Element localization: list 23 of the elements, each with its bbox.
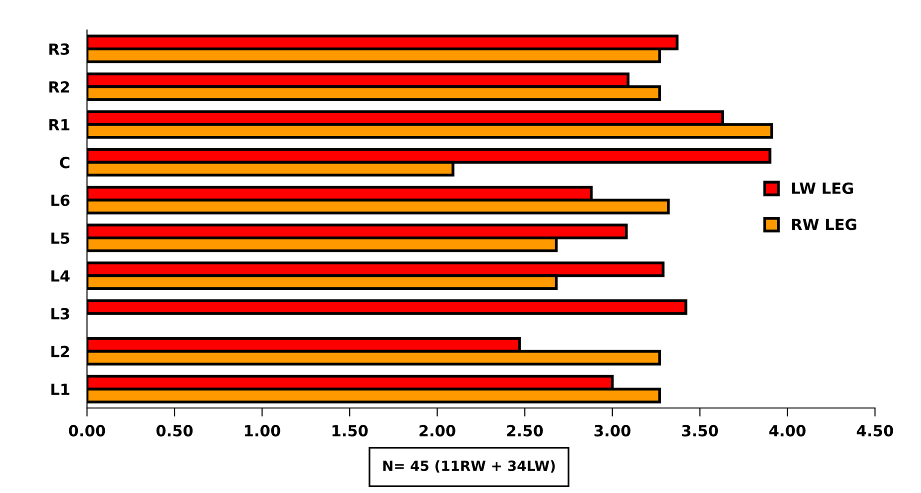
x-tick-label: 3.00 xyxy=(594,424,630,436)
y-tick-label: R3 xyxy=(49,43,70,55)
legend-label: RW LEG xyxy=(792,218,856,230)
x-tick-label: 0.50 xyxy=(156,424,193,436)
x-tick-label: 2.00 xyxy=(420,424,456,436)
x-tick-label: 3.50 xyxy=(682,424,718,436)
y-tick-label: L5 xyxy=(51,232,70,244)
y-tick-label: L3 xyxy=(51,308,70,320)
x-tick-label: 2.50 xyxy=(507,424,543,436)
y-tick-label: R2 xyxy=(49,81,70,93)
x-tick-label: 4.50 xyxy=(856,424,894,436)
y-tick-label: L2 xyxy=(51,346,70,358)
x-tick-label: 1.50 xyxy=(332,424,368,436)
text: N= 45 (11RW + 34LW) xyxy=(383,460,555,473)
legend-label: LW LEG xyxy=(792,182,853,194)
y-tick-label: R1 xyxy=(49,119,70,130)
x-tick-label: 0.00 xyxy=(68,424,106,436)
y-tick-label: C xyxy=(60,156,70,168)
y-tick-label: L1 xyxy=(51,384,70,395)
y-tick-label: L6 xyxy=(51,194,70,206)
x-tick-label: 4.00 xyxy=(769,424,806,436)
y-tick-label: L4 xyxy=(51,270,70,282)
x-tick-label: 1.00 xyxy=(244,424,280,436)
